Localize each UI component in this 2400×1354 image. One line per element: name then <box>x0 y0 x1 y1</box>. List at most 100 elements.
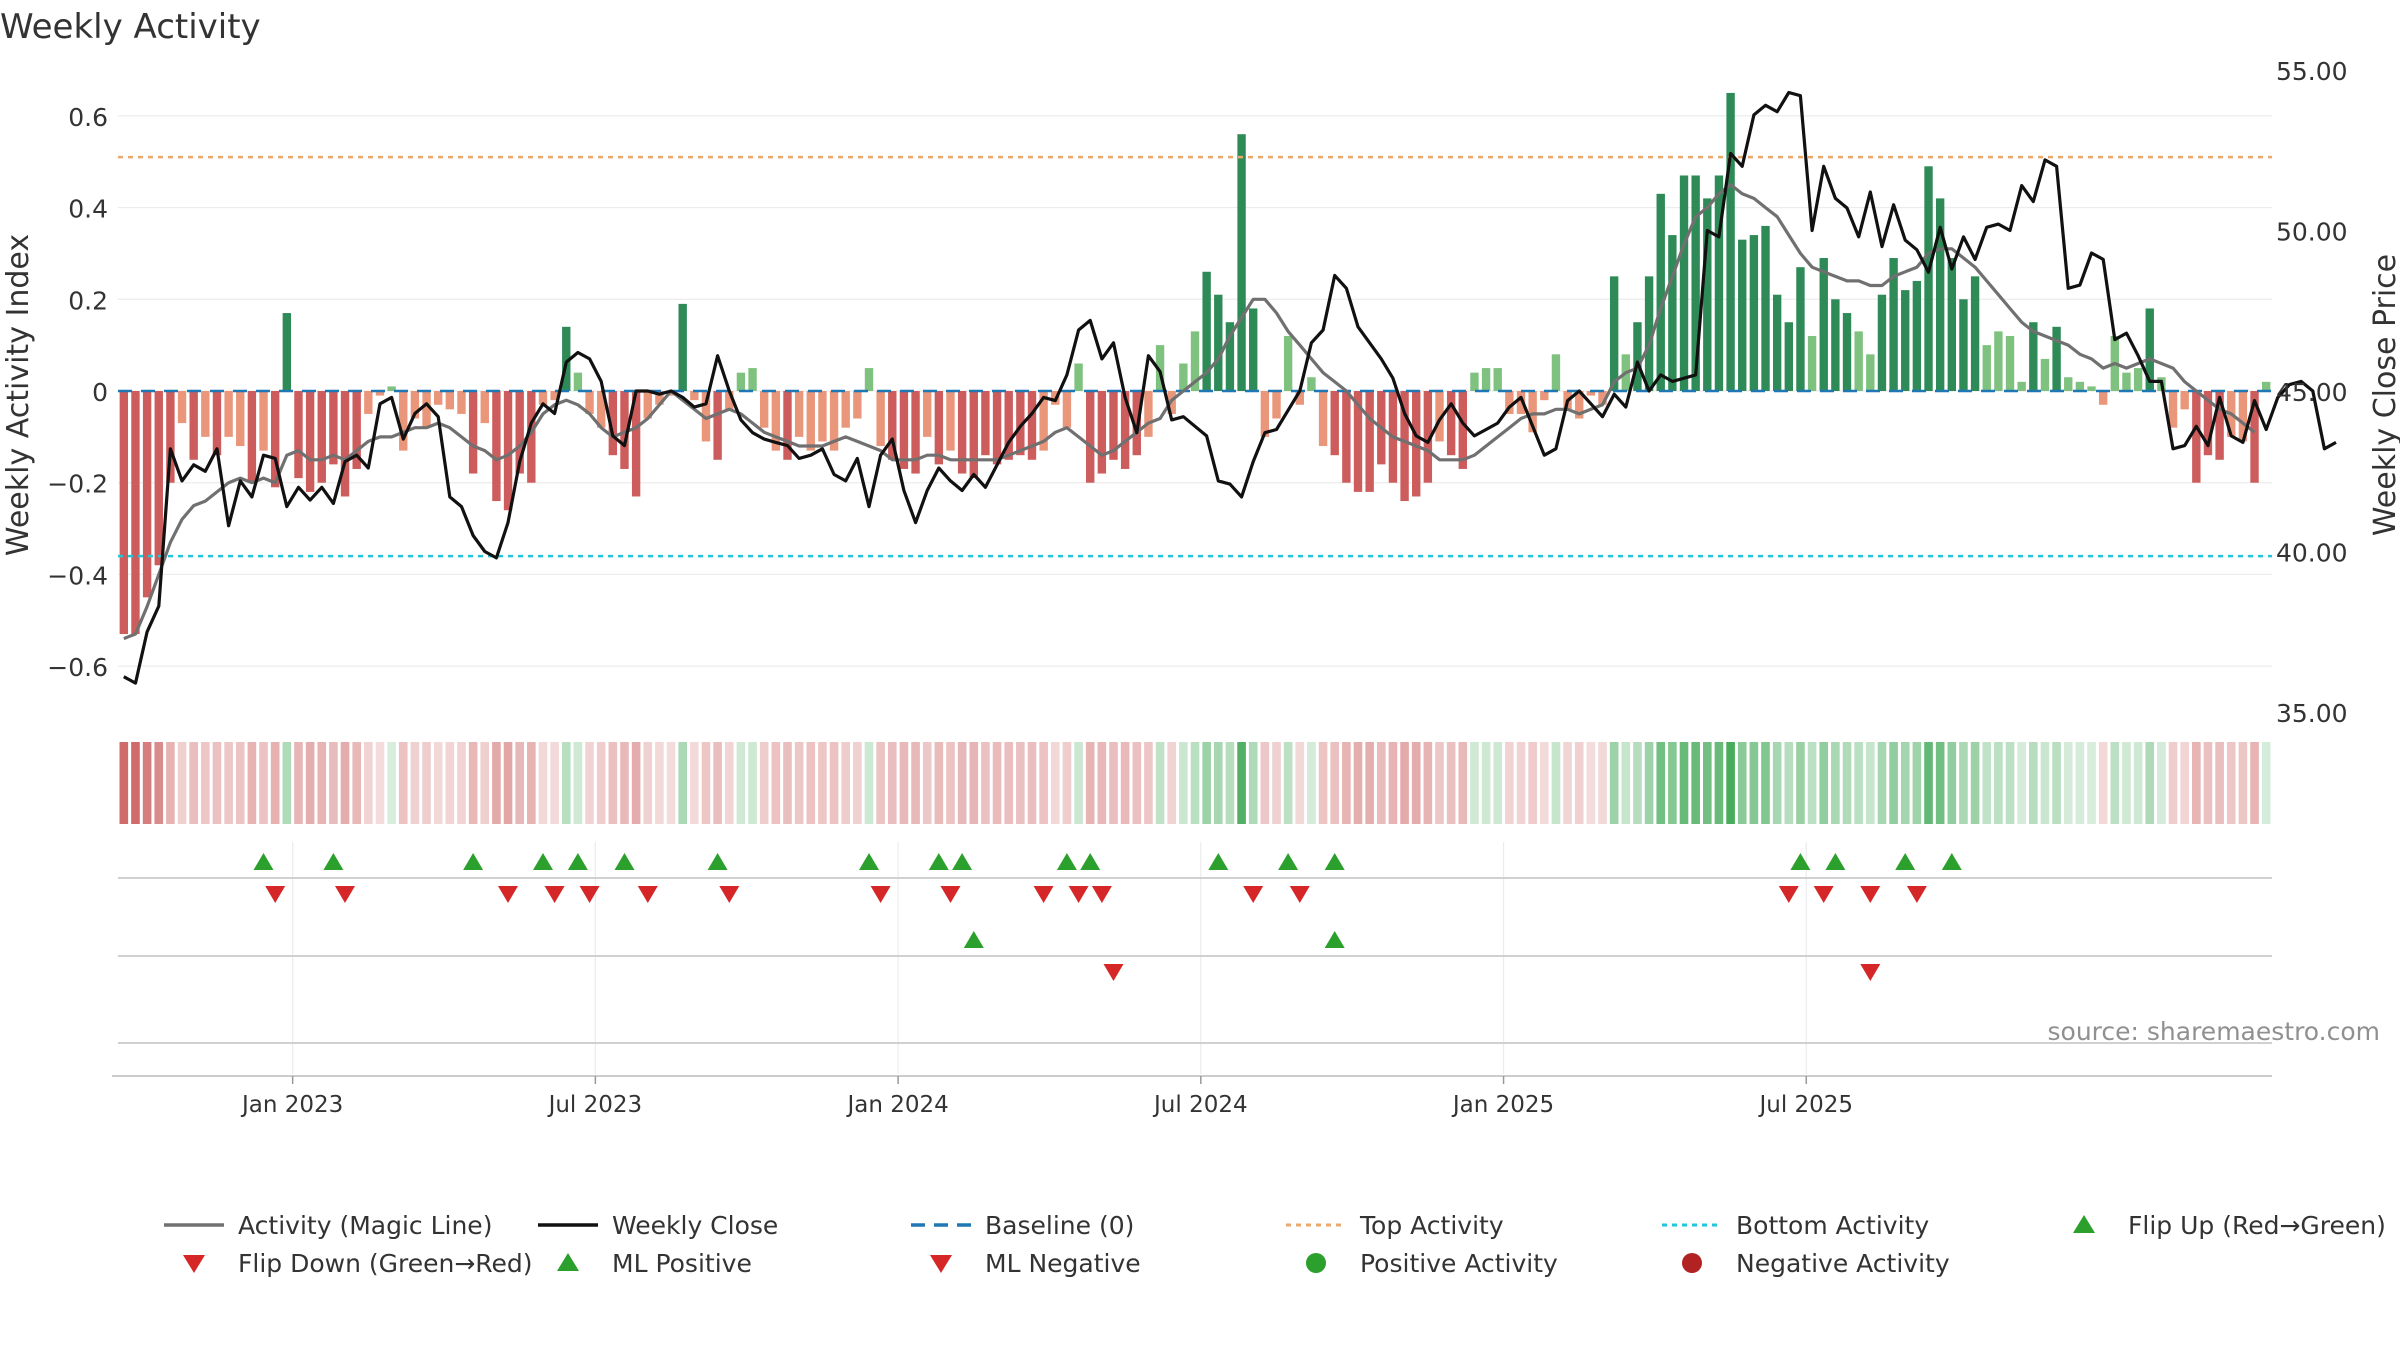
y-tick-label: 0.4 <box>68 195 108 224</box>
y2-tick-label: 55.00 <box>2276 57 2348 86</box>
activity-bar <box>562 326 571 391</box>
heat-cell <box>1551 742 1561 824</box>
activity-bar <box>1400 391 1409 502</box>
heat-cell <box>1167 742 1177 824</box>
heat-cell <box>701 742 711 824</box>
heat-cell <box>1586 742 1596 824</box>
activity-bar <box>1889 258 1898 391</box>
activity-bar <box>1726 92 1735 391</box>
activity-bar <box>1353 391 1363 492</box>
activity-bar <box>608 391 618 456</box>
activity-bar <box>247 391 257 483</box>
y-tick-label: −0.2 <box>47 470 108 499</box>
flip-down-marker <box>1243 886 1264 903</box>
heat-cell <box>911 742 920 824</box>
heat-cell <box>981 742 990 824</box>
activity-bar <box>410 391 420 419</box>
heat-cell <box>1237 742 1246 824</box>
heat-cell <box>270 742 280 824</box>
y2-tick-label: 45.00 <box>2276 378 2348 407</box>
flip-down-marker <box>544 886 565 903</box>
heat-cell <box>1679 742 1689 824</box>
weekly-close-line <box>123 90 2337 685</box>
heat-cell <box>1970 742 1980 824</box>
legend-symbol <box>2073 1215 2095 1233</box>
activity-bar <box>1598 391 1607 405</box>
legend-label: ML Positive <box>612 1249 752 1278</box>
flip-down-marker <box>1778 886 1799 903</box>
heat-cell <box>1120 742 1130 824</box>
heat-cell <box>1842 742 1852 824</box>
heat-cell <box>2192 742 2201 824</box>
activity-bar <box>1703 198 1712 391</box>
activity-bar <box>806 391 815 451</box>
activity-bar <box>853 391 862 419</box>
heat-cell <box>1423 742 1433 824</box>
heat-cell <box>1202 742 1211 824</box>
heat-cell <box>550 742 559 824</box>
y2-axis-label: Weekly Close Price <box>2368 254 2400 536</box>
activity-bar <box>2145 308 2154 391</box>
activity-bar <box>422 391 431 428</box>
series-lines <box>118 90 2337 685</box>
heat-cell <box>2040 742 2050 824</box>
heat-cell <box>2063 742 2073 824</box>
heat-cell <box>212 742 222 824</box>
activity-bar <box>1738 239 1747 391</box>
legend-symbol <box>930 1255 952 1273</box>
heat-cell <box>1749 742 1759 824</box>
activity-bar <box>131 391 140 635</box>
heat-cell <box>655 742 664 824</box>
heat-cell <box>1668 742 1677 824</box>
activity-bar <box>1272 391 1281 419</box>
activity-bar <box>317 391 326 483</box>
y-axis-label: Weekly Activity Index <box>1 234 36 556</box>
activity-bar <box>2215 391 2224 460</box>
heat-cell <box>2180 742 2189 824</box>
legend-symbol <box>183 1255 205 1273</box>
heat-cell <box>375 742 385 824</box>
y2-tick-label: 35.00 <box>2276 699 2348 728</box>
signal-panels <box>118 842 2272 1074</box>
x-tick-label: Jan 2024 <box>845 1092 948 1118</box>
flip-up-marker <box>614 853 635 870</box>
activity-bar <box>701 391 711 442</box>
heat-cell <box>1016 742 1025 824</box>
heat-cell <box>2005 742 2015 824</box>
heat-cell <box>864 742 874 824</box>
heat-cell <box>457 742 466 824</box>
activity-bar <box>1772 294 1782 391</box>
activity-bar <box>375 391 385 396</box>
activity-bar <box>818 391 827 442</box>
flip-up-marker <box>1080 853 1101 870</box>
heat-cell <box>1155 742 1165 824</box>
activity-bar <box>1819 258 1828 391</box>
activity-bar <box>1912 280 1922 391</box>
heat-cell <box>119 742 129 824</box>
heat-cell <box>2157 742 2166 824</box>
heat-cell <box>794 742 804 824</box>
activity-bar <box>1796 267 1805 391</box>
activity-heat-strip <box>119 742 2271 824</box>
activity-bar <box>340 391 350 497</box>
heat-cell <box>631 742 641 824</box>
heat-cell <box>1283 742 1293 824</box>
activity-bar <box>2250 391 2259 483</box>
heat-cell <box>410 742 420 824</box>
activity-bar <box>969 391 978 479</box>
source-note: source: sharemaestro.com <box>2048 1017 2381 1046</box>
heat-cell <box>1446 742 1456 824</box>
heat-cell <box>1097 742 1107 824</box>
axes: 0.6 0.4 0.2 0 −0.2 −0.4 −0.6 55.00 50.00 45.00 40.… <box>47 57 2347 1118</box>
legend: Activity (Magic Line) Weekly Close Baselin… <box>164 1211 2386 1278</box>
heat-cell <box>294 742 303 824</box>
flip-up-marker <box>567 853 588 870</box>
activity-bar <box>655 391 664 405</box>
heat-cell <box>1959 742 1968 824</box>
heat-cell <box>2029 742 2038 824</box>
heat-cell <box>1877 742 1887 824</box>
heat-cell <box>235 742 245 824</box>
activity-bar <box>2203 391 2213 456</box>
activity-bar <box>946 391 955 451</box>
heat-cell <box>1225 742 1235 824</box>
